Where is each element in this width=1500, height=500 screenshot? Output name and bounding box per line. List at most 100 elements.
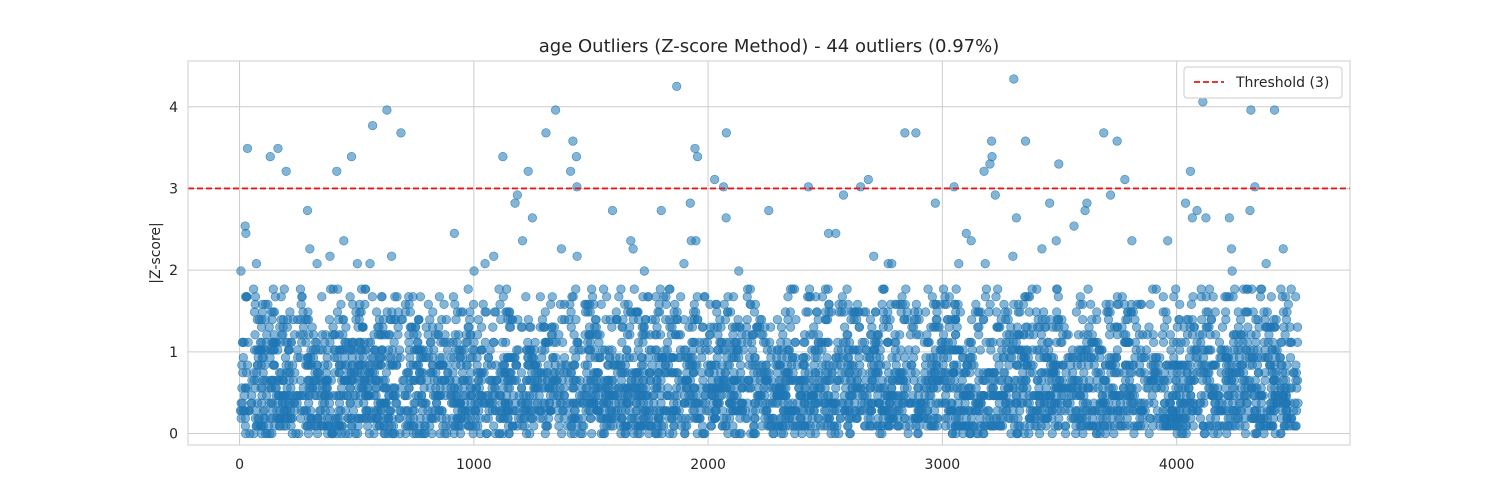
scatter-point: [1051, 368, 1061, 378]
scatter-point: [1278, 244, 1288, 254]
scatter-point: [913, 390, 924, 401]
scatter-point: [411, 390, 422, 401]
scatter-point: [404, 383, 414, 393]
scatter-point: [907, 322, 917, 332]
scatter-point: [803, 398, 813, 408]
scatter-point: [676, 292, 686, 302]
scatter-point: [423, 299, 433, 309]
scatter-point: [622, 345, 632, 355]
scatter-point: [697, 352, 707, 363]
scatter-point: [655, 330, 666, 340]
scatter-point: [449, 228, 459, 238]
scatter-point: [865, 314, 876, 325]
scatter-point: [695, 337, 705, 347]
scatter-point: [389, 383, 400, 393]
scatter-point: [732, 337, 742, 347]
scatter-point: [1280, 330, 1290, 340]
scatter-point: [855, 406, 865, 416]
scatter-point: [1239, 284, 1249, 294]
scatter-point: [1031, 307, 1041, 317]
scatter-point: [1247, 413, 1257, 423]
scatter-point: [554, 421, 564, 431]
scatter-point: [261, 337, 271, 347]
scatter-point: [994, 360, 1004, 370]
scatter-point: [1199, 428, 1209, 439]
scatter-point: [993, 284, 1003, 294]
scatter-point: [1136, 406, 1147, 416]
scatter-point: [1020, 136, 1031, 146]
scatter-point: [1241, 307, 1252, 317]
scatter-point: [688, 307, 699, 317]
scatter-point: [1251, 406, 1262, 416]
scatter-point: [260, 406, 270, 416]
scatter-point: [822, 314, 833, 325]
scatter-point: [1065, 406, 1075, 416]
scatter-point: [472, 360, 482, 370]
scatter-point: [895, 330, 905, 340]
scatter-point: [964, 406, 974, 416]
scatter-point: [521, 428, 532, 439]
scatter-point: [372, 360, 383, 370]
scatter-point: [1045, 314, 1055, 325]
scatter-point: [688, 368, 698, 378]
scatter-point: [857, 337, 867, 347]
scatter-point: [1171, 383, 1181, 393]
scatter-point: [1269, 314, 1279, 325]
scatter-point: [550, 105, 561, 115]
scatter-point: [1099, 128, 1109, 138]
scatter-point: [269, 375, 279, 385]
scatter-point: [1078, 398, 1088, 408]
scatter-point: [498, 151, 508, 162]
scatter-point: [652, 322, 662, 332]
scatter-point: [281, 166, 291, 176]
scatter-point: [428, 352, 438, 363]
scatter-point: [468, 299, 479, 309]
scatter-point: [987, 151, 997, 162]
scatter-point: [1146, 375, 1156, 385]
scatter-point: [764, 205, 774, 216]
scatter-point: [928, 322, 939, 332]
scatter-point: [404, 337, 414, 347]
scatter-point: [1082, 383, 1092, 393]
scatter-point: [1276, 413, 1286, 423]
scatter-point: [518, 413, 528, 423]
legend-box: [1183, 66, 1343, 99]
scatter-point: [1213, 428, 1223, 439]
scatter-point: [1251, 337, 1261, 347]
scatter-point: [932, 314, 942, 325]
scatter-point: [851, 307, 861, 317]
scatter-point: [707, 413, 718, 423]
scatter-point: [988, 337, 998, 347]
scatter-point: [1044, 406, 1054, 416]
scatter-point: [938, 330, 949, 340]
scatter-point: [1083, 360, 1094, 370]
scatter-point: [1128, 307, 1138, 317]
scatter-point: [530, 375, 540, 385]
scatter-point: [625, 322, 635, 332]
scatter-point: [569, 330, 579, 340]
scatter-point: [833, 345, 843, 355]
legend: Threshold (3): [1183, 66, 1343, 99]
scatter-point: [398, 375, 408, 385]
scatter-point: [1171, 284, 1181, 294]
scatter-point: [813, 337, 823, 347]
scatter-point: [939, 345, 949, 355]
scatter-point: [942, 314, 953, 325]
scatter-point: [747, 330, 757, 340]
scatter-point: [1198, 97, 1208, 107]
scatter-point: [277, 398, 287, 408]
scatter-point: [1265, 360, 1275, 370]
scatter-point: [801, 307, 811, 317]
scatter-point: [458, 383, 468, 393]
scatter-point: [347, 352, 357, 363]
scatter-point: [547, 330, 557, 340]
scatter-point: [875, 428, 885, 439]
scatter-point: [1217, 322, 1228, 332]
scatter-point: [503, 398, 514, 408]
scatter-point: [922, 421, 932, 431]
scatter-point: [966, 413, 977, 423]
scatter-point: [517, 236, 528, 246]
scatter-point: [389, 314, 399, 325]
scatter-point: [307, 322, 317, 332]
scatter-point: [1240, 421, 1250, 431]
